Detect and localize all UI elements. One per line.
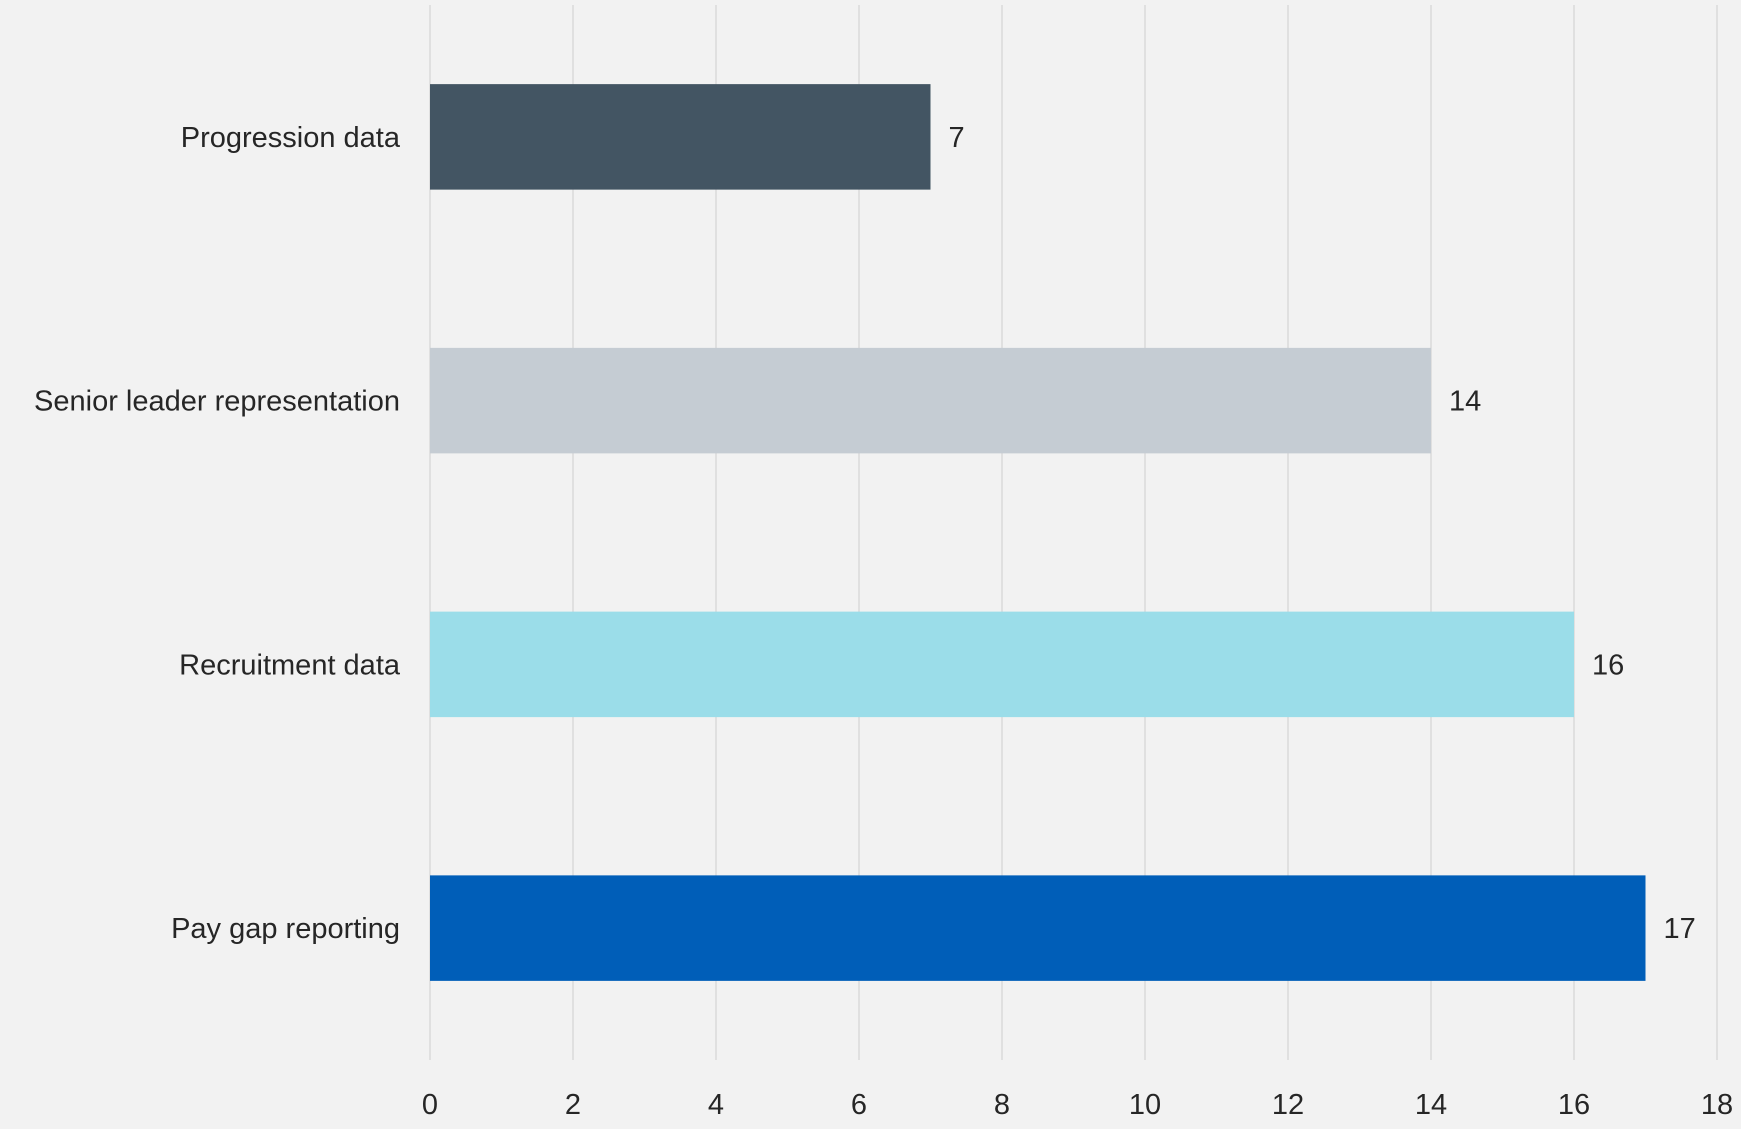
- bars: [430, 84, 1646, 981]
- category-label: Progression data: [181, 122, 401, 154]
- bar: [430, 875, 1646, 981]
- x-tick-label: 6: [851, 1089, 867, 1121]
- x-tick-label: 8: [994, 1089, 1010, 1121]
- x-tick-label: 12: [1272, 1089, 1304, 1121]
- value-axis: 0 2 4 6 8 10 12 14 16 18: [422, 1089, 1733, 1121]
- category-label: Senior leader representation: [34, 386, 400, 418]
- data-label: 16: [1592, 649, 1624, 681]
- x-tick-label: 18: [1701, 1089, 1733, 1121]
- bar: [430, 611, 1574, 718]
- data-label: 14: [1449, 386, 1481, 418]
- category-axis: Progression data Senior leader representa…: [34, 122, 401, 945]
- data-label: 7: [949, 122, 965, 154]
- bar: [430, 84, 931, 190]
- x-tick-label: 10: [1129, 1089, 1161, 1121]
- category-label: Pay gap reporting: [171, 913, 400, 945]
- x-tick-label: 14: [1415, 1089, 1447, 1121]
- bar: [430, 347, 1431, 454]
- category-label: Recruitment data: [179, 649, 401, 681]
- x-tick-label: 4: [708, 1089, 724, 1121]
- x-tick-label: 2: [565, 1089, 581, 1121]
- data-labels: 7 14 16 17: [949, 122, 1696, 945]
- x-tick-label: 16: [1558, 1089, 1590, 1121]
- data-label: 17: [1664, 913, 1696, 945]
- x-tick-label: 0: [422, 1089, 438, 1121]
